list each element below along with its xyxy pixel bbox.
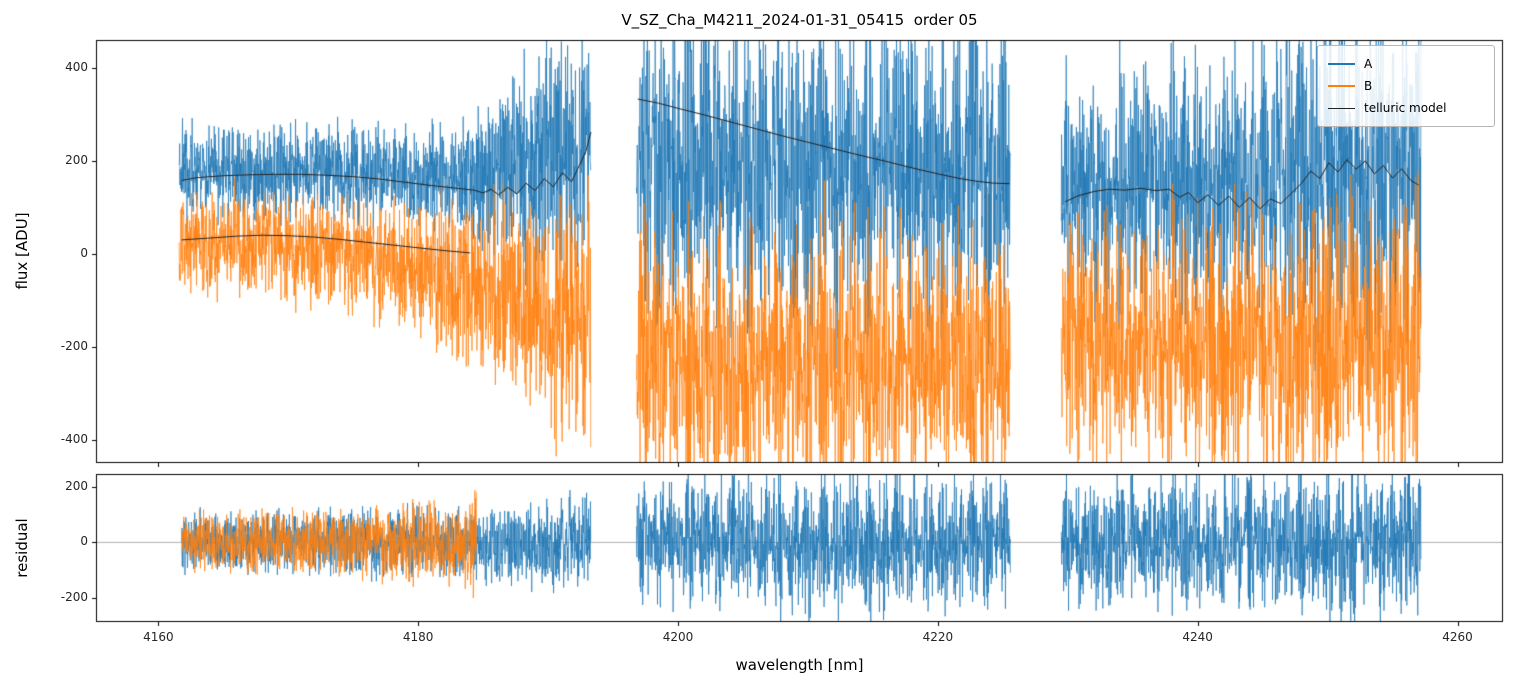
y-axis-label-residual: residual bbox=[13, 518, 31, 578]
y-tick-label: 200 bbox=[65, 478, 88, 493]
y-tick-label: 200 bbox=[65, 152, 88, 167]
y-tick-label: 0 bbox=[80, 534, 88, 549]
x-tick-label: 4160 bbox=[143, 630, 174, 644]
x-tick-label: 4180 bbox=[402, 630, 434, 644]
legend-label-a: A bbox=[1364, 57, 1373, 71]
y-axis-label-flux: flux [ADU] bbox=[13, 212, 31, 290]
legend-label-telluric: telluric model bbox=[1364, 101, 1447, 115]
legend-label-b: B bbox=[1364, 79, 1373, 93]
y-tick-label: -200 bbox=[60, 338, 88, 353]
legend-entry-b: B bbox=[1328, 75, 1484, 97]
legend-entry-a: A bbox=[1328, 53, 1484, 75]
legend-line-telluric bbox=[1328, 107, 1355, 109]
legend: A B telluric model bbox=[1317, 45, 1495, 127]
x-tick-label: 4240 bbox=[1182, 630, 1213, 644]
x-tick-label: 4220 bbox=[922, 630, 954, 644]
y-tick-label: -200 bbox=[60, 590, 88, 605]
legend-entry-telluric: telluric model bbox=[1328, 97, 1484, 119]
x-tick-label: 4260 bbox=[1442, 630, 1473, 644]
x-axis-label: wavelength [nm] bbox=[735, 656, 864, 674]
y-tick-label: 0 bbox=[80, 245, 88, 260]
x-tick-label: 4200 bbox=[662, 630, 694, 644]
legend-line-b bbox=[1328, 85, 1355, 87]
chart-title: V_SZ_Cha_M4211_2024-01-31_05415 order 05 bbox=[621, 11, 978, 29]
legend-line-a bbox=[1328, 63, 1355, 65]
y-tick-label: -400 bbox=[60, 431, 88, 446]
y-tick-label: 400 bbox=[65, 59, 88, 74]
